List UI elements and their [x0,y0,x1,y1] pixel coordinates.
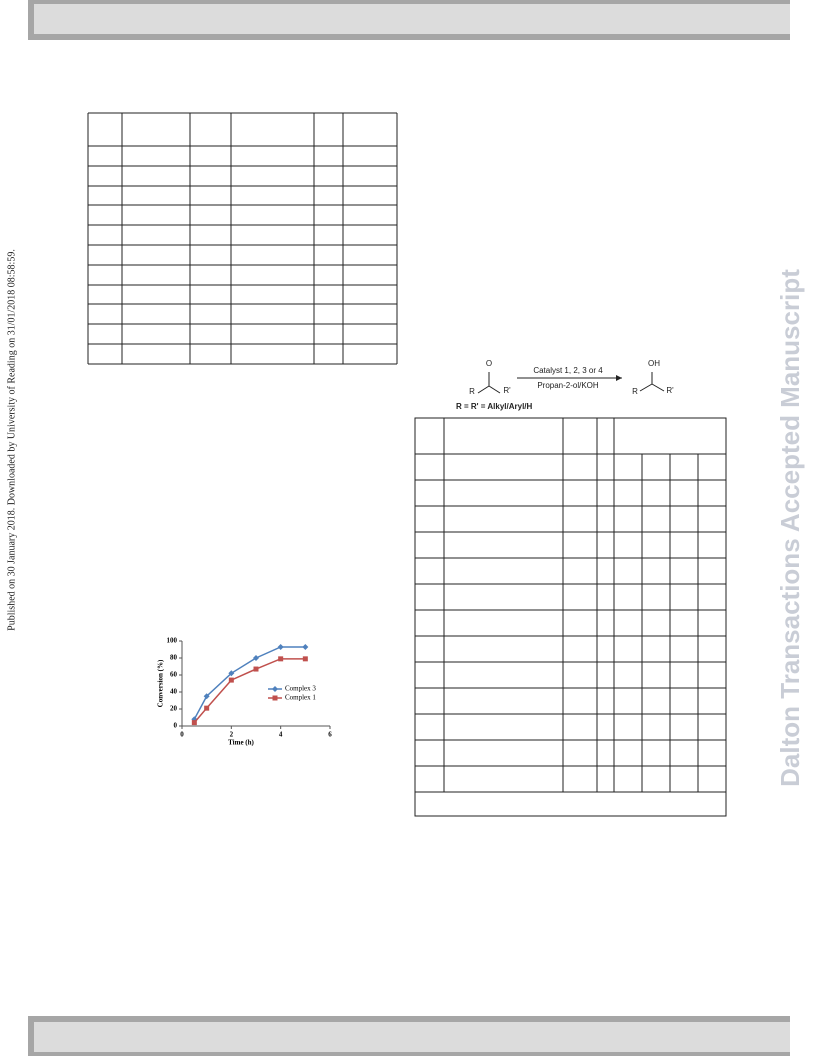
reaction-scheme: O R R' Catalyst 1, 2, 3 or 4 Propan-2-ol… [456,359,674,411]
bond [651,383,665,392]
series-line [193,646,306,720]
x-tick-label: 4 [279,731,283,739]
bond [639,383,653,392]
y-tick-label: 0 [174,722,178,730]
legend-label: Complex 1 [285,694,316,702]
data-point [277,643,284,650]
atom-label: R' [666,386,674,395]
data-point [253,655,259,661]
x-tick-label: 6 [328,731,332,739]
substituents: R = R' = Alkyl/Aryl/H [456,402,533,411]
data-point [203,693,210,700]
x-axis-title: Time (h) [228,739,254,747]
chart: 0 20 40 60 80 100 0 2 4 6 Time (h) Conversion (%) Co… [157,637,333,747]
data-point [253,666,259,672]
reagent: Catalyst 1, 2, 3 or 4 [533,366,603,375]
arrow-head [616,375,622,381]
y-tick-label: 60 [170,671,178,679]
legend-label: Complex 3 [285,685,316,693]
legend-marker [272,686,278,692]
data-point [228,670,235,677]
atom-label: R [632,387,638,396]
atom-label: R' [503,386,511,395]
atom-label: OH [648,359,660,368]
x-tick-label: 0 [180,731,184,739]
legend-marker [272,695,278,701]
header-bar-inner [34,4,790,34]
y-tick-label: 20 [170,705,178,713]
data-point [191,720,197,726]
y-axis-title: Conversion (%) [157,659,165,707]
data-point [278,656,284,662]
footer-bar-inner [34,1022,790,1052]
data-point [302,643,309,650]
data-point [302,656,308,662]
tables [87,112,727,817]
data-point [228,677,234,683]
x-tick-label: 2 [230,731,234,739]
watermark: Dalton Transactions Accepted Manuscript [775,269,805,787]
bond [488,385,501,394]
reagent: Propan-2-ol/KOH [537,381,599,390]
atom-label: O [486,359,492,368]
y-tick-label: 40 [170,688,178,696]
y-tick-label: 100 [167,637,178,645]
data-point [204,705,210,711]
bond [477,385,490,394]
table-2-border [414,417,727,817]
y-tick-label: 80 [170,654,178,662]
atom-label: R [469,387,475,396]
margin-note: Published on 30 January 2018. Downloaded… [6,249,17,631]
